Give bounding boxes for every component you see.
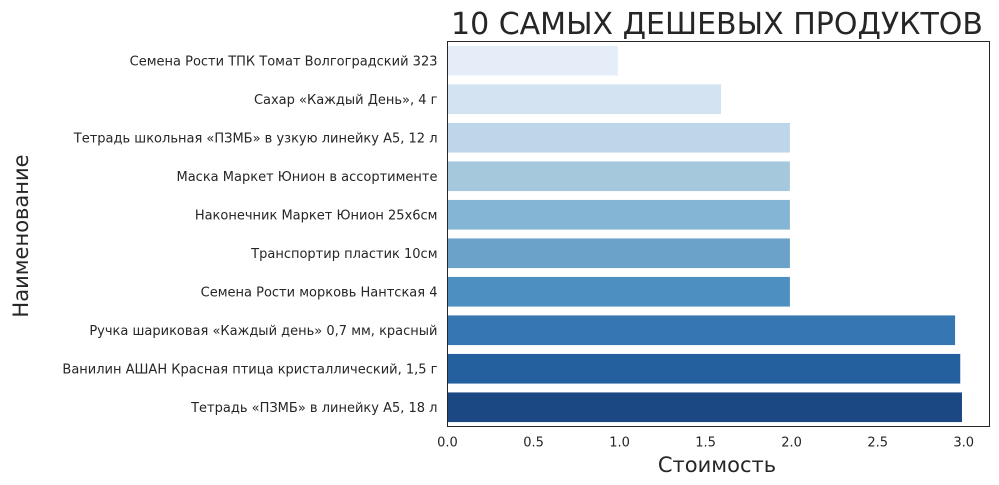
bar [447, 238, 790, 269]
y-tick-label: Ванилин АШАН Красная птица кристаллическ… [62, 362, 437, 377]
bar [447, 353, 961, 384]
y-tick-label: Транспортир пластик 10см [250, 247, 437, 262]
x-tick-label: 1.0 [609, 436, 630, 451]
x-axis-label: Стоимость [658, 453, 776, 477]
y-tick-label: Маска Маркет Юнион в ассортименте [177, 170, 438, 185]
y-tick-label: Тетрадь «ПЗМБ» в линейку А5, 18 л [190, 401, 437, 416]
y-tick-label: Ручка шариковая «Каждый день» 0,7 мм, кр… [89, 324, 437, 339]
plot-frame [447, 41, 990, 427]
x-tick-label: 0.5 [523, 436, 544, 451]
y-tick-label: Семена Рости морковь Нантская 4 [201, 285, 438, 300]
bars-group [447, 45, 962, 423]
bar [447, 392, 962, 423]
chart-title: 10 САМЫХ ДЕШЕВЫХ ПРОДУКТОВ [451, 7, 983, 42]
bar [447, 161, 790, 192]
x-tick-label: 2.0 [781, 436, 802, 451]
bar [447, 276, 790, 307]
bar [447, 199, 790, 230]
y-tick-label: Сахар «Каждый День», 4 г [254, 93, 438, 108]
x-tick-labels: 0.0 0.5 1.0 1.5 2.0 2.5 3.0 [437, 436, 974, 451]
bar [447, 315, 956, 346]
bar [447, 84, 722, 115]
y-tick-label: Семена Рости ТПК Томат Волгоградский 323 [130, 54, 438, 69]
bar [447, 122, 790, 153]
y-tick-label: Тетрадь школьная «ПЗМБ» в узкую линейку … [73, 131, 438, 146]
y-tick-labels: Семена Рости ТПК Томат Волгоградский 323… [62, 54, 437, 416]
x-tick-label: 3.0 [953, 436, 974, 451]
x-tick-label: 1.5 [695, 436, 716, 451]
bar [447, 45, 618, 76]
y-tick-label: Наконечник Маркет Юнион 25х6см [195, 208, 438, 223]
y-axis-label: Наименование [9, 154, 33, 317]
x-tick-label: 2.5 [867, 436, 888, 451]
x-tick-label: 0.0 [437, 436, 458, 451]
